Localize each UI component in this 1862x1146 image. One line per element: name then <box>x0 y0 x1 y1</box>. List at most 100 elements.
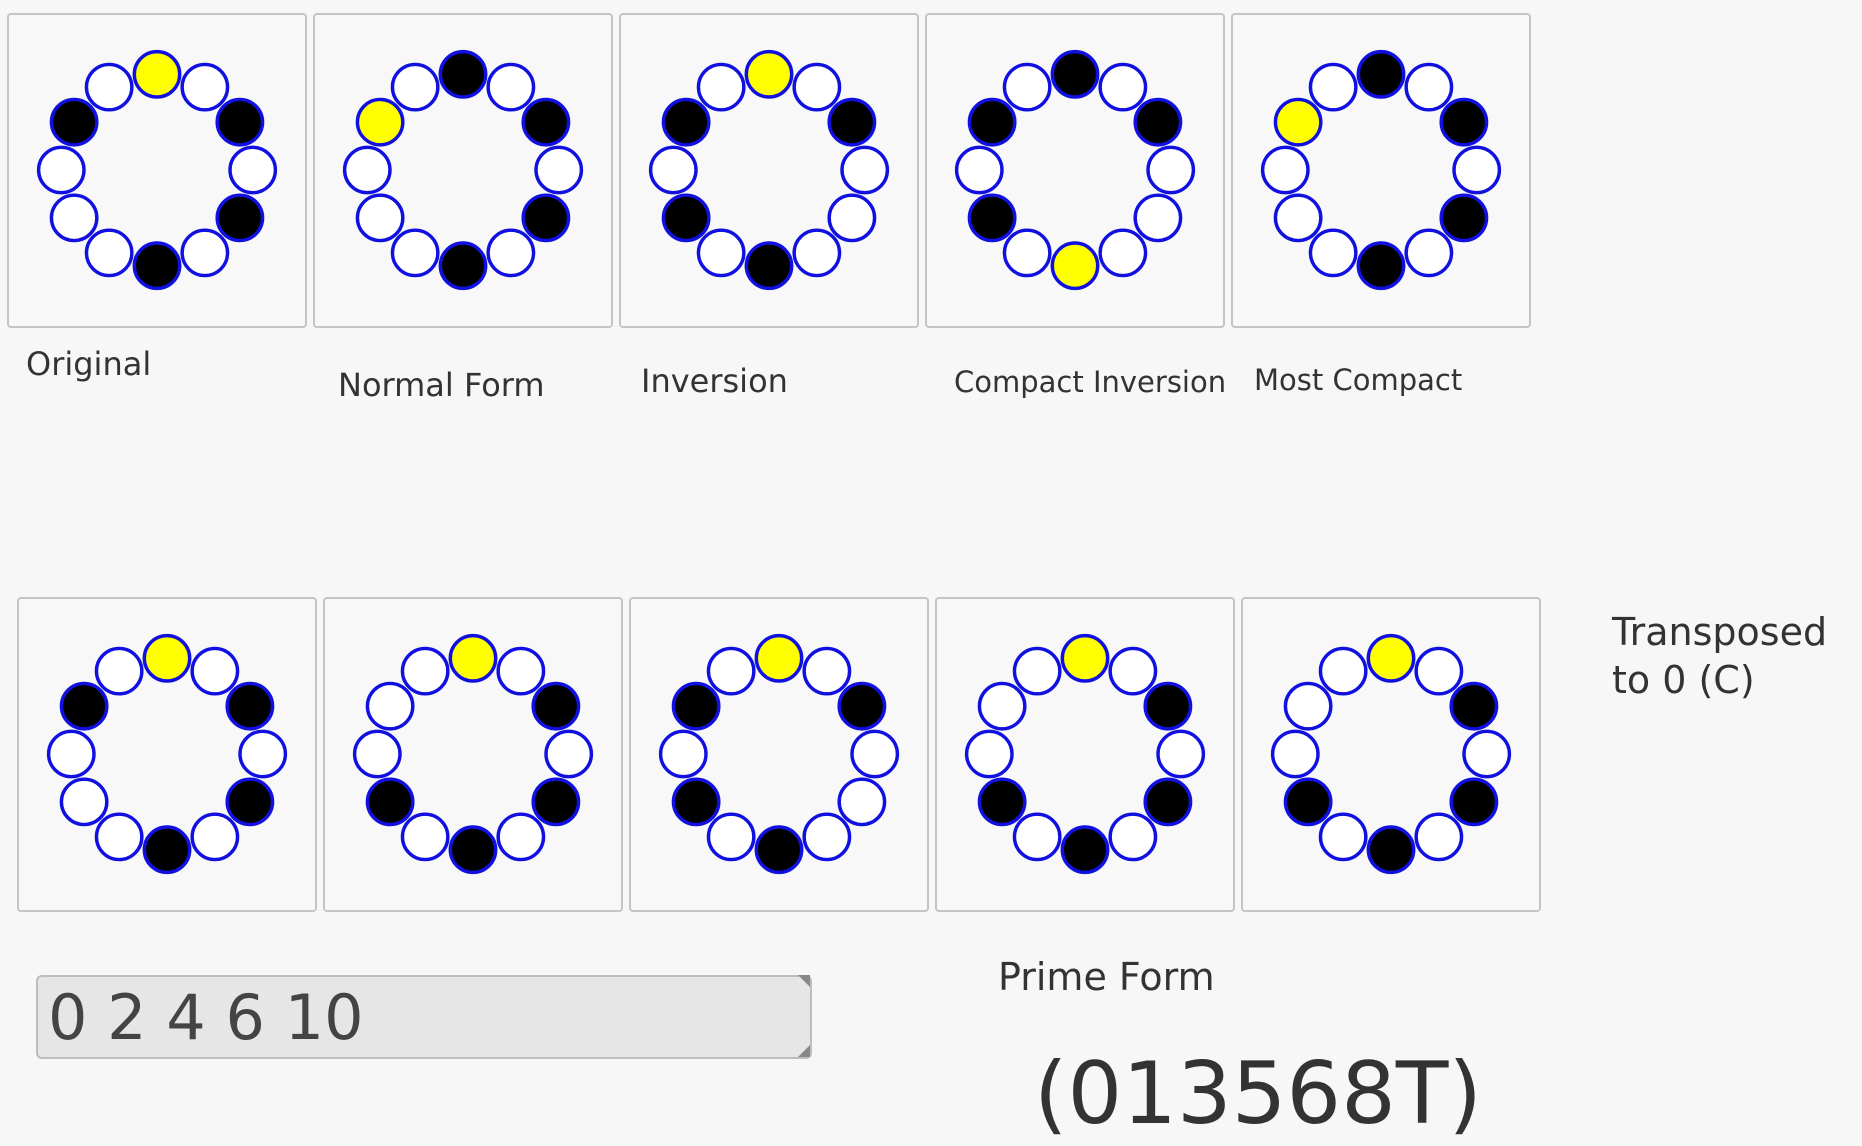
pitch-class-8-empty[interactable] <box>1273 193 1323 243</box>
pitch-class-4-empty[interactable] <box>1133 193 1183 243</box>
pitch-class-9-empty[interactable] <box>954 145 1004 195</box>
pitch-class-4-filled[interactable] <box>225 777 275 827</box>
pitch-class-1-empty[interactable] <box>792 62 842 112</box>
pitch-class-9-empty[interactable] <box>1260 145 1310 195</box>
pitch-class-2-filled[interactable] <box>1449 681 1499 731</box>
clock-inversion[interactable] <box>619 13 919 328</box>
pitch-class-8-filled[interactable] <box>661 193 711 243</box>
pitch-class-7-empty[interactable] <box>706 812 756 862</box>
pitch-class-6-filled[interactable] <box>142 825 192 875</box>
pitch-class-6-filled[interactable] <box>754 825 804 875</box>
pitch-class-5-empty[interactable] <box>1414 812 1464 862</box>
pitch-class-5-empty[interactable] <box>486 228 536 278</box>
pitch-class-1-empty[interactable] <box>802 646 852 696</box>
pitch-class-0-root[interactable] <box>142 633 192 683</box>
pitch-class-9-empty[interactable] <box>658 729 708 779</box>
pitch-class-0-root[interactable] <box>448 633 498 683</box>
pitch-class-3-empty[interactable] <box>1146 145 1196 195</box>
pitch-class-10-empty[interactable] <box>977 681 1027 731</box>
pitch-class-10-filled[interactable] <box>671 681 721 731</box>
pitch-class-7-empty[interactable] <box>696 228 746 278</box>
pitch-class-8-filled[interactable] <box>365 777 415 827</box>
pitch-class-7-empty[interactable] <box>400 812 450 862</box>
pitch-class-6-filled[interactable] <box>132 241 182 291</box>
pitch-class-4-filled[interactable] <box>215 193 265 243</box>
pitch-class-0-root[interactable] <box>1366 633 1416 683</box>
pitch-class-5-empty[interactable] <box>496 812 546 862</box>
pitch-class-6-filled[interactable] <box>1060 825 1110 875</box>
pitch-class-1-empty[interactable] <box>1404 62 1454 112</box>
pitch-class-2-filled[interactable] <box>521 97 571 147</box>
pitch-class-2-filled[interactable] <box>225 681 275 731</box>
pitch-class-6-filled[interactable] <box>1356 241 1406 291</box>
pitch-class-11-empty[interactable] <box>696 62 746 112</box>
pitch-class-2-filled[interactable] <box>215 97 265 147</box>
pitch-class-0-filled[interactable] <box>438 49 488 99</box>
pitch-class-4-filled[interactable] <box>1143 777 1193 827</box>
pitch-class-0-root[interactable] <box>744 49 794 99</box>
clock-original[interactable] <box>7 13 307 328</box>
pitch-class-2-filled[interactable] <box>531 681 581 731</box>
pitch-class-3-empty[interactable] <box>544 729 594 779</box>
clock-transposed-original[interactable] <box>17 597 317 912</box>
pitch-class-6-filled[interactable] <box>448 825 498 875</box>
pitch-class-0-root[interactable] <box>132 49 182 99</box>
pitch-class-3-empty[interactable] <box>534 145 584 195</box>
pitch-class-10-filled[interactable] <box>967 97 1017 147</box>
pitch-class-5-empty[interactable] <box>1108 812 1158 862</box>
pitch-class-7-empty[interactable] <box>1002 228 1052 278</box>
pitch-class-9-empty[interactable] <box>352 729 402 779</box>
pitch-class-5-empty[interactable] <box>190 812 240 862</box>
pitch-class-3-empty[interactable] <box>1452 145 1502 195</box>
pitch-class-4-filled[interactable] <box>521 193 571 243</box>
pitch-class-11-empty[interactable] <box>400 646 450 696</box>
pitch-class-9-empty[interactable] <box>342 145 392 195</box>
pitch-class-4-filled[interactable] <box>1449 777 1499 827</box>
pitch-class-8-filled[interactable] <box>967 193 1017 243</box>
pitch-class-5-empty[interactable] <box>792 228 842 278</box>
clock-transposed-most-compact[interactable] <box>1241 597 1541 912</box>
pitch-class-6-filled[interactable] <box>744 241 794 291</box>
pitch-class-4-empty[interactable] <box>837 777 887 827</box>
pitch-class-11-empty[interactable] <box>1012 646 1062 696</box>
pitch-class-2-filled[interactable] <box>1133 97 1183 147</box>
pitch-class-2-filled[interactable] <box>1143 681 1193 731</box>
pitch-class-6-root[interactable] <box>1050 241 1100 291</box>
pitch-class-9-empty[interactable] <box>36 145 86 195</box>
pitch-class-10-root[interactable] <box>355 97 405 147</box>
pitch-class-8-filled[interactable] <box>977 777 1027 827</box>
pitch-class-11-empty[interactable] <box>1308 62 1358 112</box>
pitch-class-10-filled[interactable] <box>49 97 99 147</box>
clock-transposed-normal-form[interactable] <box>323 597 623 912</box>
pitch-class-7-empty[interactable] <box>1318 812 1368 862</box>
pitch-class-1-empty[interactable] <box>190 646 240 696</box>
pitch-class-9-empty[interactable] <box>964 729 1014 779</box>
pitch-class-7-empty[interactable] <box>84 228 134 278</box>
pitch-class-0-root[interactable] <box>754 633 804 683</box>
pitch-class-5-empty[interactable] <box>1098 228 1148 278</box>
pitch-class-10-empty[interactable] <box>1283 681 1333 731</box>
clock-compact-inversion[interactable] <box>925 13 1225 328</box>
pitch-class-9-empty[interactable] <box>648 145 698 195</box>
pitch-class-11-empty[interactable] <box>1318 646 1368 696</box>
pitch-class-2-filled[interactable] <box>837 681 887 731</box>
clock-most-compact[interactable] <box>1231 13 1531 328</box>
pitch-class-0-filled[interactable] <box>1356 49 1406 99</box>
clock-transposed-compact-inversion[interactable] <box>935 597 1235 912</box>
pitch-class-1-empty[interactable] <box>486 62 536 112</box>
pitch-class-8-empty[interactable] <box>49 193 99 243</box>
pitch-class-5-empty[interactable] <box>1404 228 1454 278</box>
pitch-class-3-empty[interactable] <box>840 145 890 195</box>
pitch-class-1-empty[interactable] <box>180 62 230 112</box>
pitch-class-9-empty[interactable] <box>1270 729 1320 779</box>
pitch-class-input[interactable] <box>36 975 812 1059</box>
pitch-class-4-empty[interactable] <box>827 193 877 243</box>
pitch-class-9-empty[interactable] <box>46 729 96 779</box>
pitch-class-4-filled[interactable] <box>1439 193 1489 243</box>
pitch-class-6-filled[interactable] <box>438 241 488 291</box>
pitch-class-1-empty[interactable] <box>1414 646 1464 696</box>
pitch-class-7-empty[interactable] <box>1012 812 1062 862</box>
pitch-class-11-empty[interactable] <box>706 646 756 696</box>
pitch-class-7-empty[interactable] <box>1308 228 1358 278</box>
pitch-class-1-empty[interactable] <box>1108 646 1158 696</box>
